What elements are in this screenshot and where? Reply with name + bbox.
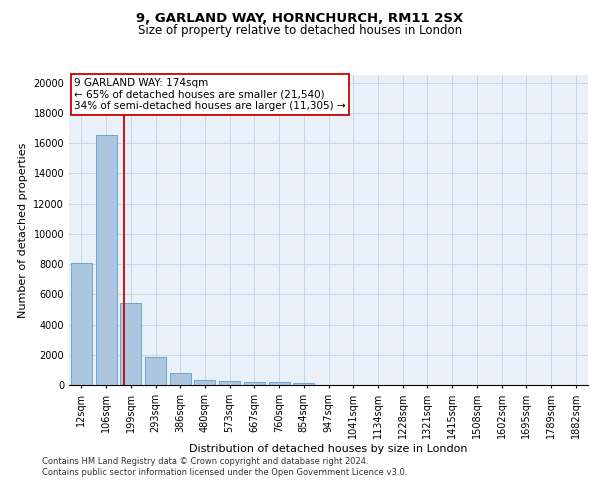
Text: 9, GARLAND WAY, HORNCHURCH, RM11 2SX: 9, GARLAND WAY, HORNCHURCH, RM11 2SX [136, 12, 464, 26]
X-axis label: Distribution of detached houses by size in London: Distribution of detached houses by size … [189, 444, 468, 454]
Bar [219, 381, 240, 385]
Y-axis label: Number of detached properties: Number of detached properties [18, 142, 28, 318]
Bar [244, 382, 265, 385]
Bar [71, 262, 92, 385]
Text: Size of property relative to detached houses in London: Size of property relative to detached ho… [138, 24, 462, 37]
Bar [293, 384, 314, 385]
Text: 9 GARLAND WAY: 174sqm
← 65% of detached houses are smaller (21,540)
34% of semi-: 9 GARLAND WAY: 174sqm ← 65% of detached … [74, 78, 346, 112]
Bar [170, 373, 191, 385]
Bar [95, 136, 116, 385]
Text: Contains HM Land Registry data © Crown copyright and database right 2024.
Contai: Contains HM Land Registry data © Crown c… [42, 458, 407, 477]
Bar [194, 380, 215, 385]
Bar [269, 382, 290, 385]
Bar [120, 304, 141, 385]
Bar [145, 357, 166, 385]
